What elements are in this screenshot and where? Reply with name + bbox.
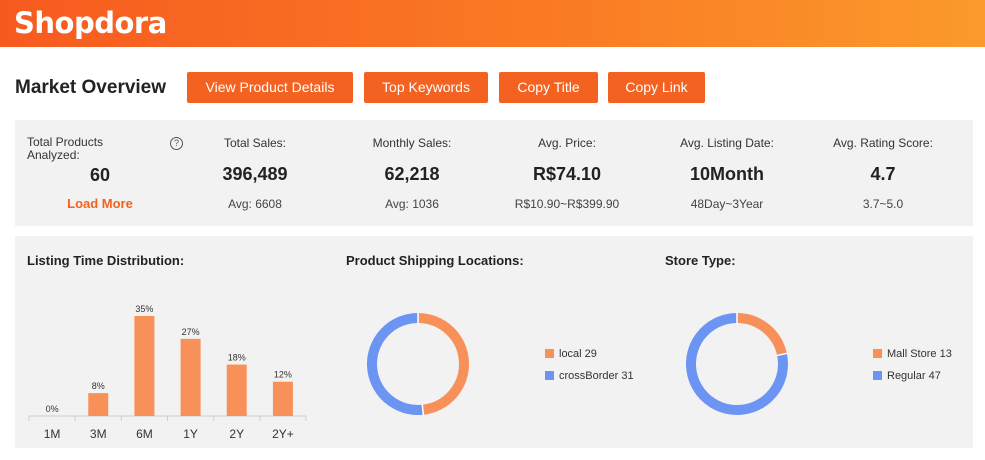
bar-value-label: 0% xyxy=(46,404,59,414)
bar-2Y xyxy=(226,364,247,416)
slice-crossborder xyxy=(367,313,424,415)
brand-logo[interactable]: Shopdora xyxy=(14,6,167,40)
listing-time-bar-chart: 0% 1M 8% 3M 35% 6M 27% 1Y 18% 2Y 12% 2Y+ xyxy=(28,304,307,441)
legend-label: Regular 47 xyxy=(887,370,941,382)
listing-time-title: Listing Time Distribution: xyxy=(27,253,185,268)
bar-3M xyxy=(88,393,109,416)
stat-label: Avg. Price: xyxy=(538,136,596,150)
stat-label: Avg. Listing Date: xyxy=(680,136,774,150)
stat-value: 62,218 xyxy=(384,164,440,184)
stat-value: 396,489 xyxy=(222,164,288,184)
stat-value: 60 xyxy=(89,165,111,185)
page-title: Market Overview xyxy=(15,77,167,98)
bar-value-label: 8% xyxy=(92,381,105,391)
load-more-link[interactable]: Load More xyxy=(67,196,133,211)
legend-item-mall-store: Mall Store 13 xyxy=(873,347,952,361)
stat-avg-listing-date: Avg. Listing Date: 10Month 48Day~3Year xyxy=(647,120,807,226)
stat-sub: Avg: 6608 xyxy=(228,197,282,211)
legend-swatch xyxy=(545,349,554,358)
bar-2Y+ xyxy=(272,381,293,416)
legend-swatch xyxy=(545,371,554,380)
slice-local xyxy=(417,313,469,415)
category-label: 6M xyxy=(136,427,153,441)
slice-regular xyxy=(686,313,788,415)
bar-6M xyxy=(134,316,155,416)
stats-summary: Total Products Analyzed: ? 60 Load More … xyxy=(15,120,973,226)
stat-value: 10Month xyxy=(690,164,764,184)
copy-title-button[interactable]: Copy Title xyxy=(499,72,598,103)
slice-separator xyxy=(775,352,789,357)
shipping-locations-title: Product Shipping Locations: xyxy=(346,253,524,268)
view-product-details-button[interactable]: View Product Details xyxy=(187,72,353,103)
stat-total-products: Total Products Analyzed: ? 60 Load More xyxy=(15,120,185,226)
stat-label: Avg. Rating Score: xyxy=(833,136,933,150)
bar-value-label: 18% xyxy=(228,353,246,363)
stat-label: Monthly Sales: xyxy=(372,136,452,150)
bar-value-label: 27% xyxy=(182,327,200,337)
stat-avg-rating: Avg. Rating Score: 4.7 3.7~5.0 xyxy=(803,120,963,226)
legend-swatch xyxy=(873,371,882,380)
category-label: 2Y xyxy=(229,427,244,441)
legend-label: crossBorder 31 xyxy=(559,370,634,382)
legend-label: local 29 xyxy=(559,348,597,360)
stat-value: 4.7 xyxy=(870,164,896,184)
shipping-locations-donut xyxy=(367,312,469,416)
slice-separator xyxy=(421,403,425,416)
stat-label: Total Products Analyzed: xyxy=(27,135,104,162)
legend-item-local: local 29 xyxy=(545,347,597,361)
stat-label: Total Sales: xyxy=(223,136,287,150)
category-label: 1M xyxy=(44,427,61,441)
stat-total-sales: Total Sales: 396,489 Avg: 6608 xyxy=(175,120,335,226)
category-label: 3M xyxy=(90,427,107,441)
category-label: 2Y+ xyxy=(272,427,294,441)
category-label: 1Y xyxy=(183,427,198,441)
stat-sub: Avg: 1036 xyxy=(385,197,439,211)
bar-value-label: 35% xyxy=(135,304,153,314)
stat-sub: 3.7~5.0 xyxy=(862,197,904,211)
slice-mall-store xyxy=(736,313,787,356)
legend-item-regular: Regular 47 xyxy=(873,369,941,383)
stat-value: R$74.10 xyxy=(532,164,602,184)
legend-item-crossborder: crossBorder 31 xyxy=(545,369,634,383)
charts-panel: Listing Time Distribution: Product Shipp… xyxy=(15,236,973,448)
stat-sub: 48Day~3Year xyxy=(690,197,764,211)
legend-label: Mall Store 13 xyxy=(887,348,952,360)
top-keywords-button[interactable]: Top Keywords xyxy=(364,72,488,103)
bar-1Y xyxy=(180,338,201,416)
bar-value-label: 12% xyxy=(274,370,292,380)
help-icon[interactable]: ? xyxy=(170,137,183,150)
store-type-title: Store Type: xyxy=(665,253,736,268)
copy-link-button[interactable]: Copy Link xyxy=(608,72,705,103)
stat-monthly-sales: Monthly Sales: 62,218 Avg: 1036 xyxy=(332,120,492,226)
top-bar: Shopdora xyxy=(0,0,985,47)
legend-swatch xyxy=(873,349,882,358)
stat-avg-price: Avg. Price: R$74.10 R$10.90~R$399.90 xyxy=(487,120,647,226)
stat-sub: R$10.90~R$399.90 xyxy=(514,197,620,211)
store-type-donut xyxy=(686,312,789,415)
